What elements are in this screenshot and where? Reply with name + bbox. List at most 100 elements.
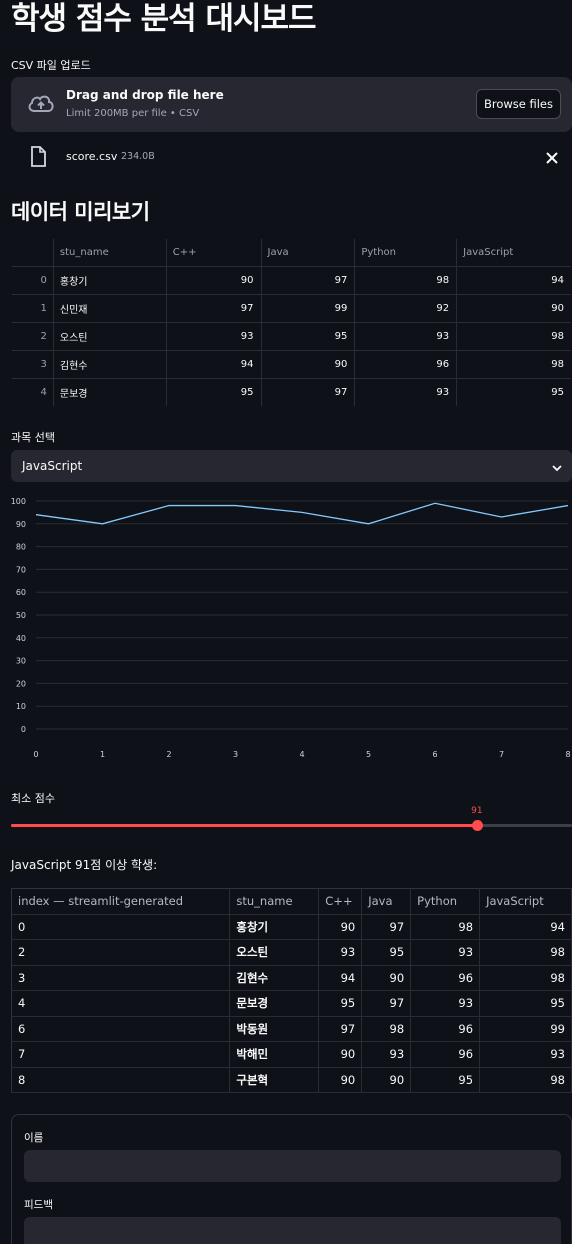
table-row[interactable]: 1 신민재 97 99 92 90 bbox=[12, 294, 571, 323]
row-index-cell[interactable]: 0 bbox=[11, 914, 231, 940]
feedback-input[interactable] bbox=[24, 1217, 561, 1244]
score-cell[interactable]: 98 bbox=[354, 266, 458, 295]
row-index-cell[interactable]: 4 bbox=[11, 990, 231, 1017]
column-header[interactable]: stu_name bbox=[53, 239, 167, 267]
student-name-cell[interactable]: 김현수 bbox=[229, 965, 320, 991]
table-row[interactable]: 4 문보경 95 97 93 95 bbox=[11, 990, 572, 1017]
score-cell[interactable]: 96 bbox=[410, 965, 481, 991]
subject-select[interactable]: JavaScript bbox=[11, 450, 572, 482]
table-row[interactable]: 3 김현수 94 90 96 98 bbox=[11, 965, 572, 991]
table-row[interactable]: 7 박해민 90 93 96 93 bbox=[11, 1041, 572, 1068]
row-index-cell[interactable]: 7 bbox=[11, 1041, 231, 1068]
row-index-cell[interactable]: 3 bbox=[11, 965, 231, 991]
score-cell[interactable]: 93 bbox=[166, 322, 262, 351]
column-header[interactable]: JavaScript bbox=[456, 239, 571, 267]
series-line[interactable] bbox=[35, 502, 569, 525]
column-header[interactable]: C++ bbox=[166, 239, 262, 267]
student-name-cell[interactable]: 홍창기 bbox=[229, 914, 320, 940]
score-cell[interactable]: 96 bbox=[410, 1016, 481, 1042]
table-row[interactable]: 8 구본혁 90 90 95 98 bbox=[11, 1067, 572, 1093]
table-row[interactable]: 4 문보경 95 97 93 95 bbox=[12, 378, 571, 406]
score-cell[interactable]: 94 bbox=[456, 266, 571, 295]
column-header[interactable]: Python bbox=[410, 888, 481, 915]
score-cell[interactable]: 93 bbox=[479, 1041, 572, 1068]
row-index-cell[interactable]: 2 bbox=[12, 322, 54, 351]
slider-handle[interactable] bbox=[472, 820, 484, 831]
file-dropzone[interactable]: Drag and drop file here Limit 200MB per … bbox=[11, 77, 572, 132]
table-row[interactable]: 3 김현수 94 90 96 98 bbox=[12, 350, 571, 379]
table-row[interactable]: 2 오스틴 93 95 93 98 bbox=[11, 939, 572, 966]
score-cell[interactable]: 99 bbox=[479, 1016, 572, 1042]
score-cell[interactable]: 90 bbox=[361, 965, 412, 991]
student-name-cell[interactable]: 오스틴 bbox=[229, 939, 320, 966]
column-header[interactable]: C++ bbox=[318, 888, 363, 915]
slider-track[interactable] bbox=[11, 824, 572, 827]
column-header[interactable]: JavaScript bbox=[479, 888, 572, 915]
score-cell[interactable]: 98 bbox=[456, 350, 571, 379]
table-row[interactable]: 6 박동원 97 98 96 99 bbox=[11, 1016, 572, 1042]
score-cell[interactable]: 90 bbox=[318, 1041, 363, 1068]
score-cell[interactable]: 94 bbox=[318, 965, 363, 991]
score-cell[interactable]: 98 bbox=[479, 939, 572, 966]
column-header[interactable]: Java bbox=[261, 239, 356, 267]
score-cell[interactable]: 90 bbox=[318, 1067, 363, 1093]
row-index-cell[interactable]: 4 bbox=[12, 378, 54, 406]
score-cell[interactable]: 93 bbox=[318, 939, 363, 966]
score-cell[interactable]: 90 bbox=[261, 350, 356, 379]
score-cell[interactable]: 97 bbox=[318, 1016, 363, 1042]
score-cell[interactable]: 90 bbox=[456, 294, 571, 323]
score-cell[interactable]: 93 bbox=[410, 990, 481, 1017]
score-cell[interactable]: 97 bbox=[166, 294, 262, 323]
column-header[interactable]: stu_name bbox=[229, 888, 320, 915]
table-row[interactable]: 2 오스틴 93 95 93 98 bbox=[12, 322, 571, 351]
student-name-cell[interactable]: 김현수 bbox=[53, 350, 167, 379]
line-chart[interactable]: 0 10 20 30 40 50 60 70 80 90 100 0 1 2 3 4 5 6 7 8 bbox=[0, 492, 572, 767]
student-name-cell[interactable]: 구본혁 bbox=[229, 1067, 320, 1093]
score-cell[interactable]: 90 bbox=[318, 914, 363, 940]
row-index-cell[interactable]: 1 bbox=[12, 294, 54, 323]
score-cell[interactable]: 95 bbox=[410, 1067, 481, 1093]
row-index-cell[interactable]: 0 bbox=[12, 266, 54, 295]
score-cell[interactable]: 99 bbox=[261, 294, 356, 323]
name-input[interactable] bbox=[24, 1150, 561, 1182]
score-cell[interactable]: 96 bbox=[354, 350, 458, 379]
score-cell[interactable]: 93 bbox=[361, 1041, 412, 1068]
score-cell[interactable]: 97 bbox=[261, 266, 356, 295]
score-cell[interactable]: 95 bbox=[261, 322, 356, 351]
score-cell[interactable]: 98 bbox=[410, 914, 481, 940]
score-cell[interactable]: 96 bbox=[410, 1041, 481, 1068]
data-point[interactable] bbox=[34, 512, 39, 517]
row-index-cell[interactable]: 8 bbox=[11, 1067, 231, 1093]
column-header[interactable]: Python bbox=[354, 239, 458, 267]
score-cell[interactable]: 97 bbox=[261, 378, 356, 406]
score-cell[interactable]: 93 bbox=[354, 378, 458, 406]
browse-files-button[interactable]: Browse files bbox=[476, 89, 561, 119]
row-index-cell[interactable]: 3 bbox=[12, 350, 54, 379]
student-name-cell[interactable]: 홍창기 bbox=[53, 266, 167, 295]
score-cell[interactable]: 97 bbox=[361, 990, 412, 1017]
student-name-cell[interactable]: 박해민 bbox=[229, 1041, 320, 1068]
table-row[interactable]: 0 홍창기 90 97 98 94 bbox=[12, 266, 571, 295]
score-cell[interactable]: 90 bbox=[361, 1067, 412, 1093]
score-cell[interactable]: 94 bbox=[166, 350, 262, 379]
preview-table[interactable]: stu_name C++ Java Python JavaScript 0 홍창기… bbox=[11, 238, 572, 407]
data-point[interactable] bbox=[499, 514, 504, 519]
score-cell[interactable]: 98 bbox=[456, 322, 571, 351]
filtered-table[interactable]: index — streamlit-generated stu_name C++… bbox=[11, 888, 572, 1093]
column-header[interactable]: index — streamlit-generated bbox=[11, 888, 231, 915]
student-name-cell[interactable]: 문보경 bbox=[229, 990, 320, 1017]
score-cell[interactable]: 93 bbox=[354, 322, 458, 351]
score-cell[interactable]: 98 bbox=[479, 965, 572, 991]
score-cell[interactable]: 98 bbox=[361, 1016, 412, 1042]
data-point[interactable] bbox=[167, 503, 172, 508]
score-cell[interactable]: 93 bbox=[410, 939, 481, 966]
student-name-cell[interactable]: 문보경 bbox=[53, 378, 167, 406]
score-cell[interactable]: 95 bbox=[318, 990, 363, 1017]
score-cell[interactable]: 95 bbox=[479, 990, 572, 1017]
student-name-cell[interactable]: 오스틴 bbox=[53, 322, 167, 351]
row-index-cell[interactable]: 2 bbox=[11, 939, 231, 966]
table-row[interactable]: 0 홍창기 90 97 98 94 bbox=[11, 914, 572, 940]
close-icon[interactable] bbox=[546, 149, 558, 168]
student-name-cell[interactable]: 박동원 bbox=[229, 1016, 320, 1042]
student-name-cell[interactable]: 신민재 bbox=[53, 294, 167, 323]
